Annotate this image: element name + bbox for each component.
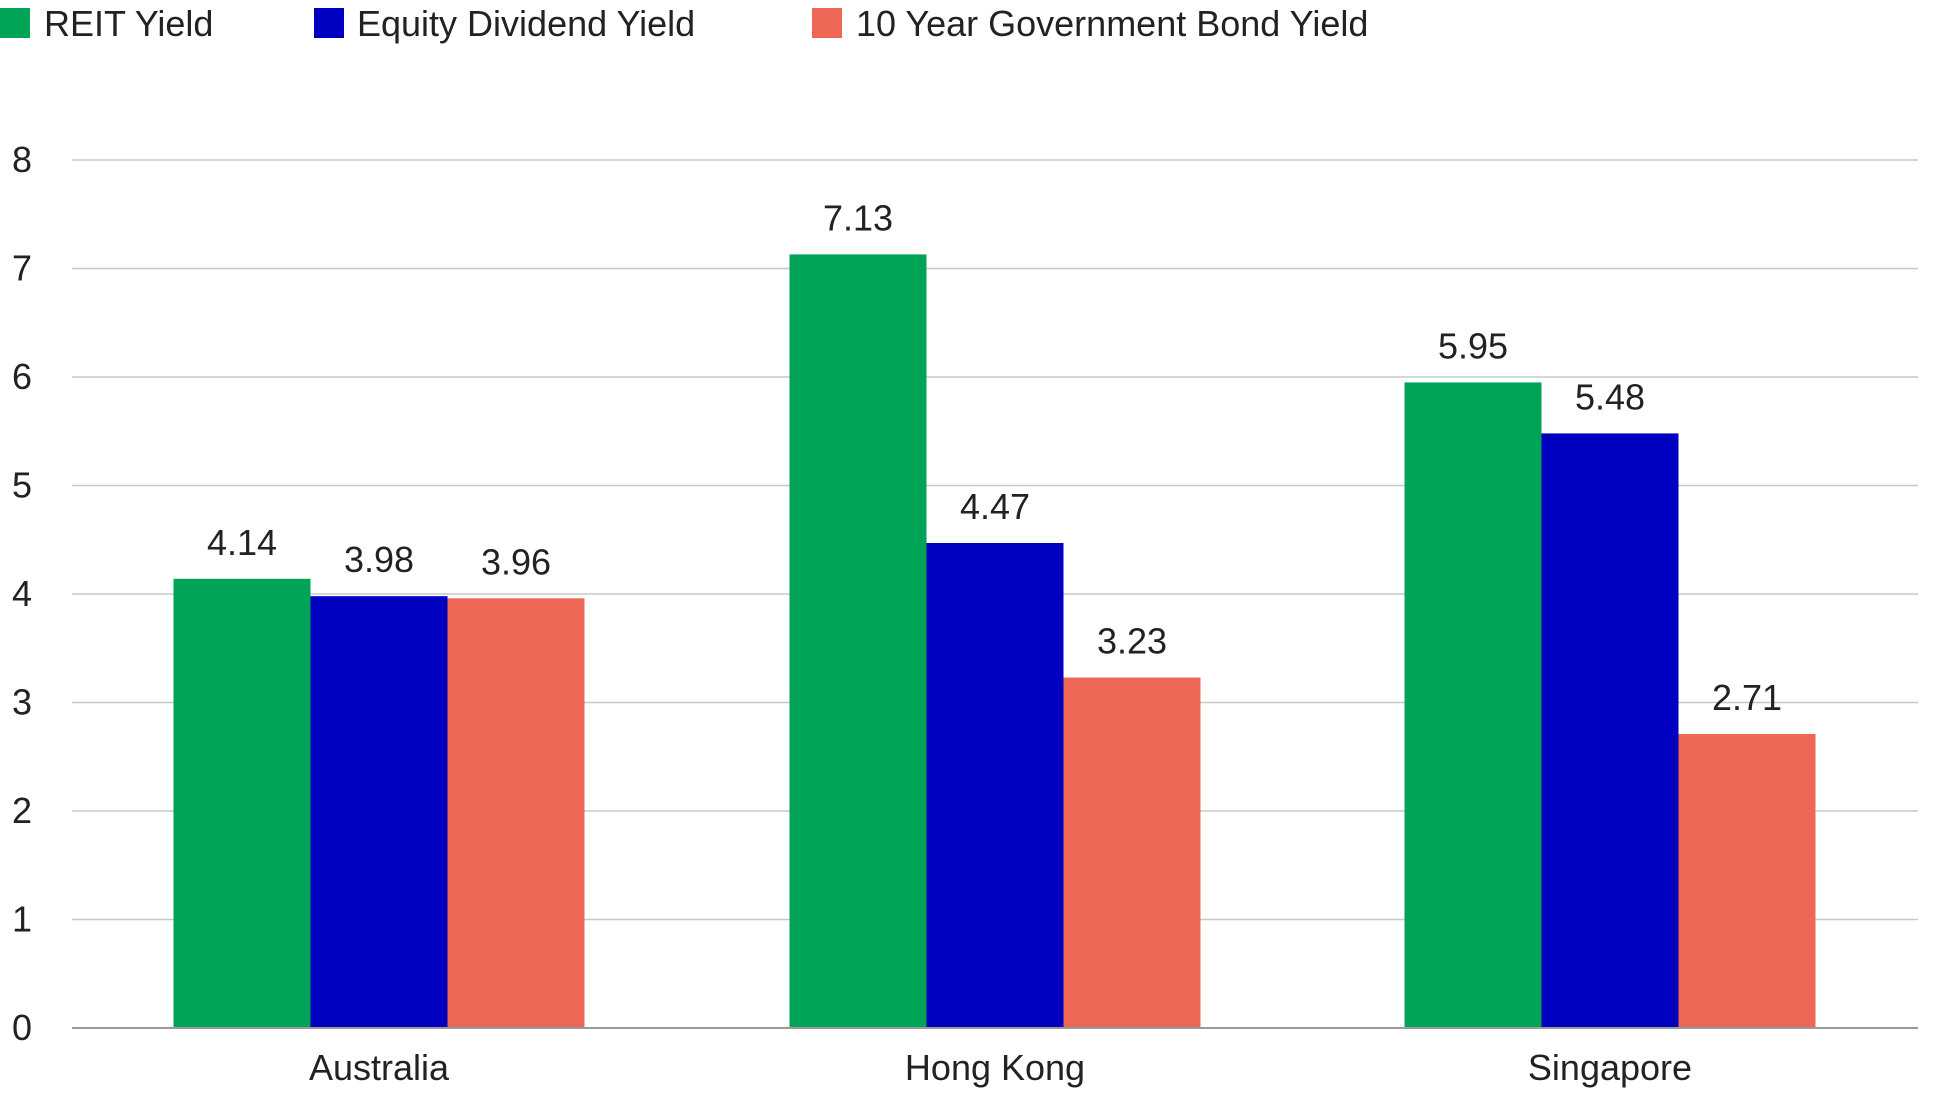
bar-singapore-1: [1541, 433, 1679, 1028]
legend-label-bond: 10 Year Government Bond Yield: [856, 3, 1368, 44]
data-label: 2.71: [1712, 677, 1782, 718]
category-label: Hong Kong: [905, 1047, 1085, 1088]
category-label: Australia: [309, 1047, 450, 1088]
bar-hong-kong-2: [1063, 677, 1201, 1028]
data-label: 5.48: [1575, 376, 1645, 417]
y-tick-label: 2: [12, 790, 32, 831]
legend-swatch-reit: [0, 8, 30, 38]
legend-item-reit: REIT Yield: [0, 3, 213, 44]
bar-hong-kong-0: [789, 254, 927, 1028]
category-label: Singapore: [1528, 1047, 1692, 1088]
data-label: 4.47: [960, 486, 1030, 527]
bars: [173, 254, 1816, 1028]
bar-australia-0: [173, 578, 311, 1028]
data-label: 7.13: [823, 197, 893, 238]
data-label: 5.95: [1438, 325, 1508, 366]
y-tick-label: 8: [12, 139, 32, 180]
y-tick-label: 0: [12, 1007, 32, 1048]
data-label: 3.98: [344, 539, 414, 580]
y-tick-label: 1: [12, 899, 32, 940]
bar-singapore-2: [1678, 733, 1816, 1028]
x-axis-labels: Australia Hong Kong Singapore: [309, 1047, 1692, 1088]
y-tick-label: 6: [12, 356, 32, 397]
legend-item-equity: Equity Dividend Yield: [314, 3, 695, 44]
data-label: 3.23: [1097, 621, 1167, 662]
y-tick-label: 3: [12, 682, 32, 723]
bar-singapore-0: [1404, 382, 1542, 1028]
legend-item-bond: 10 Year Government Bond Yield: [812, 3, 1368, 44]
y-axis-ticks: 0 1 2 3 4 5 6 7 8: [12, 139, 32, 1048]
y-tick-label: 7: [12, 248, 32, 289]
value-labels: 4.14 3.98 3.96 7.13 4.47 3.23 5.95 5.48 2.71: [207, 197, 1782, 718]
legend-label-equity: Equity Dividend Yield: [357, 3, 695, 44]
legend-label-reit: REIT Yield: [44, 3, 213, 44]
bar-hong-kong-1: [926, 543, 1064, 1028]
legend: REIT Yield Equity Dividend Yield 10 Year…: [0, 3, 1368, 44]
data-label: 4.14: [207, 522, 277, 563]
bar-australia-2: [447, 598, 585, 1028]
legend-swatch-equity: [314, 8, 344, 38]
y-tick-label: 4: [12, 573, 32, 614]
y-tick-label: 5: [12, 465, 32, 506]
bar-australia-1: [310, 596, 448, 1028]
data-label: 3.96: [481, 541, 551, 582]
legend-swatch-bond: [812, 8, 842, 38]
